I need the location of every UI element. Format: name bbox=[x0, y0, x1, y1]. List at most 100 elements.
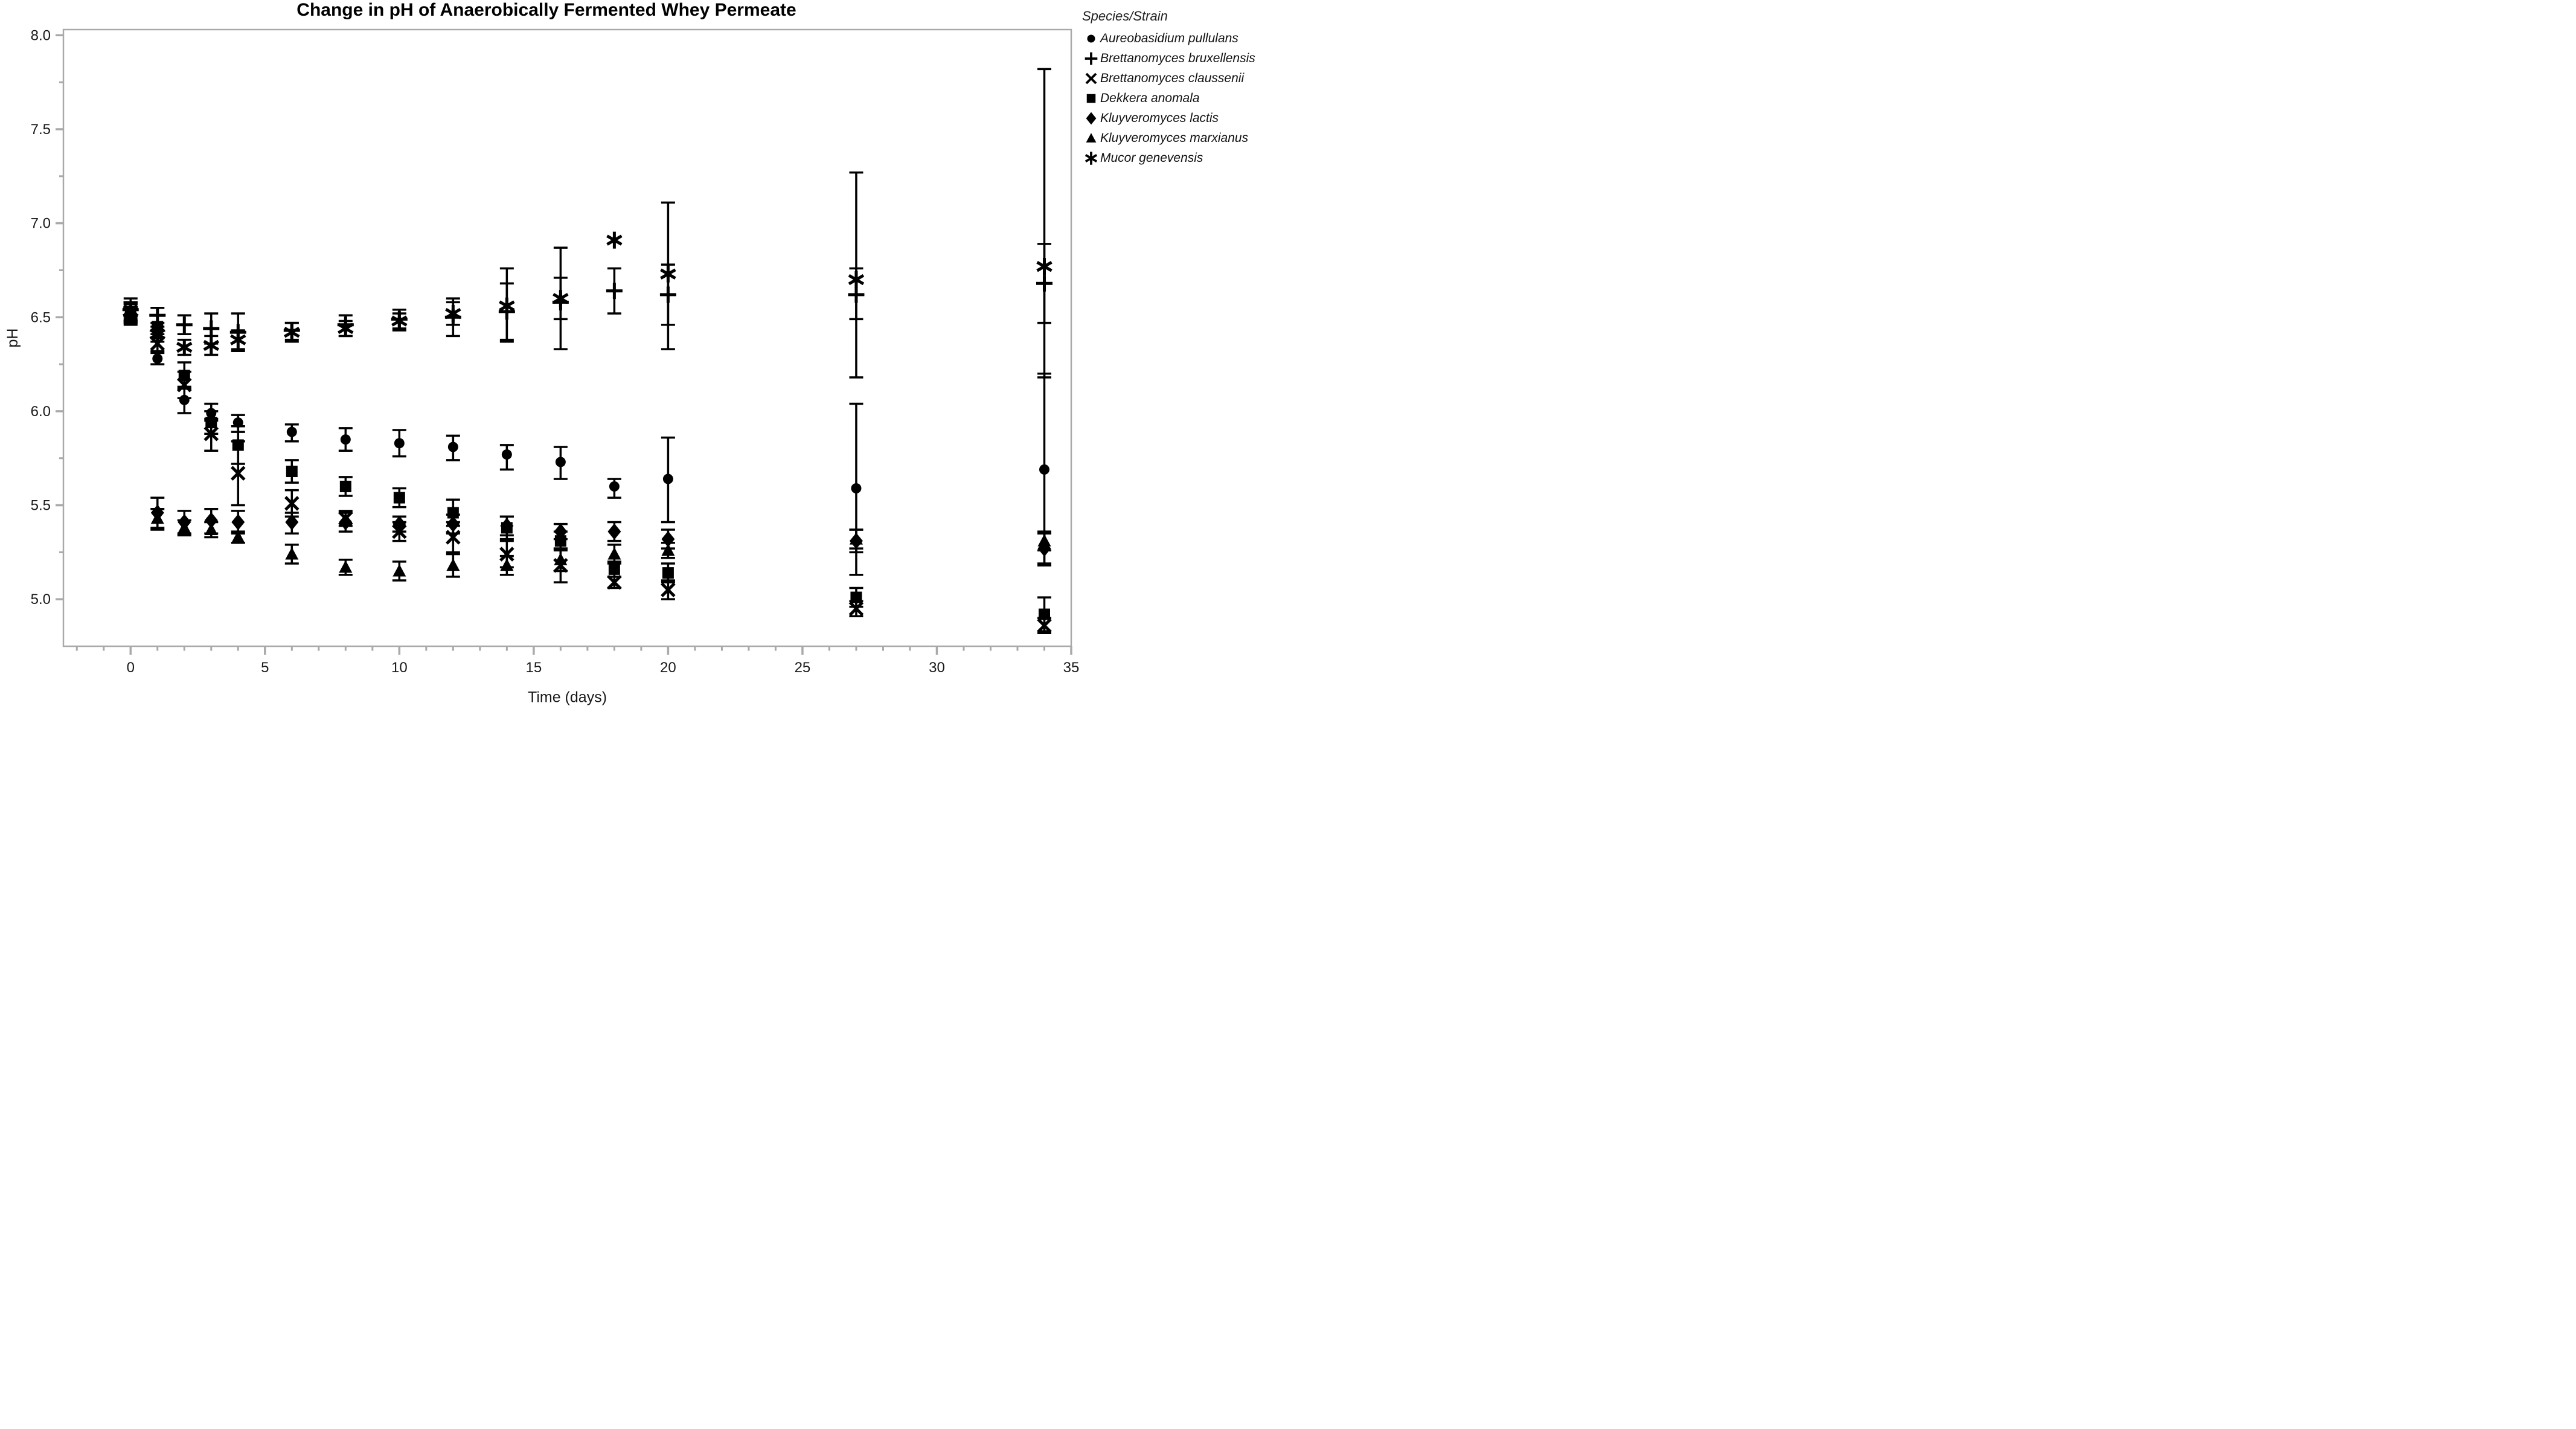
legend-label: Dekkera anomala bbox=[1100, 91, 1200, 105]
y-tick-label: 7.5 bbox=[31, 121, 51, 138]
triangle-marker bbox=[231, 530, 245, 543]
x-marker bbox=[284, 496, 300, 511]
square-marker bbox=[232, 439, 244, 451]
x-tick-label: 20 bbox=[660, 660, 676, 676]
series-x bbox=[123, 301, 1052, 634]
plus-marker bbox=[176, 316, 193, 333]
legend-label: Kluyveromyces lactis bbox=[1100, 111, 1219, 125]
chart-title: Change in pH of Anaerobically Fermented … bbox=[296, 0, 796, 20]
plus-marker-icon bbox=[1082, 50, 1100, 67]
legend-item: Brettanomyces bruxellensis bbox=[1082, 50, 1281, 67]
chart-legend: Species/Strain Aureobasidium pullulans B… bbox=[1082, 8, 1281, 170]
diamond-marker bbox=[607, 523, 621, 540]
triangle-marker bbox=[339, 560, 353, 573]
diamond-marker bbox=[1086, 112, 1097, 125]
triangle-marker bbox=[285, 547, 299, 560]
circle-marker bbox=[340, 434, 351, 445]
legend-item: Kluyveromyces lactis bbox=[1082, 110, 1281, 127]
circle-marker bbox=[501, 449, 512, 460]
legend-label: Aureobasidium pullulans bbox=[1100, 31, 1238, 45]
triangle-marker bbox=[607, 547, 621, 560]
legend-item: Dekkera anomala bbox=[1082, 90, 1281, 107]
asterisk-marker bbox=[606, 231, 623, 249]
diamond-marker bbox=[204, 512, 218, 528]
series-square bbox=[123, 301, 1051, 632]
diamond-marker bbox=[231, 514, 245, 531]
legend-label: Kluyveromyces marxianus bbox=[1100, 131, 1249, 145]
asterisk-marker-icon bbox=[1082, 150, 1100, 167]
asterisk-marker bbox=[149, 326, 166, 343]
square-marker bbox=[662, 567, 674, 579]
circle-marker bbox=[152, 353, 163, 364]
asterisk-marker bbox=[230, 331, 246, 348]
circle-marker bbox=[1087, 34, 1095, 43]
x-tick-label: 15 bbox=[526, 660, 542, 676]
asterisk-marker bbox=[499, 297, 515, 315]
plus-marker bbox=[203, 320, 220, 337]
ph-scatter-chart: 5.0 5.5 6.0 6.5 7.0 7.5 8.0 0 5 10 15 20 25 30 35 Chang… bbox=[4, 0, 1080, 706]
triangle-marker bbox=[178, 521, 191, 533]
square-marker-icon bbox=[1082, 90, 1100, 107]
square-marker bbox=[205, 417, 217, 429]
x-tick-label: 35 bbox=[1063, 660, 1080, 676]
circle-marker bbox=[609, 481, 620, 492]
asterisk-marker bbox=[445, 305, 461, 323]
circle-marker bbox=[1039, 464, 1049, 475]
plus-marker bbox=[1085, 52, 1098, 65]
x-marker-icon bbox=[1082, 70, 1100, 87]
x-tick-label: 25 bbox=[795, 660, 811, 676]
asterisk-marker bbox=[1036, 258, 1053, 275]
circle-marker bbox=[662, 474, 673, 484]
diamond-marker bbox=[500, 518, 514, 535]
triangle-marker bbox=[554, 553, 568, 565]
square-marker bbox=[178, 370, 190, 382]
plot-border bbox=[62, 28, 1072, 647]
asterisk-marker bbox=[284, 324, 300, 341]
asterisk-marker bbox=[391, 312, 408, 330]
square-marker bbox=[850, 591, 862, 603]
diamond-marker bbox=[446, 516, 460, 533]
triangle-marker bbox=[1037, 534, 1051, 547]
diamond-marker bbox=[285, 514, 299, 531]
y-tick-label: 6.0 bbox=[31, 403, 51, 420]
triangle-marker bbox=[150, 511, 164, 524]
square-marker bbox=[1038, 608, 1050, 620]
x-tick-label: 0 bbox=[127, 660, 135, 676]
legend-item: Kluyveromyces marxianus bbox=[1082, 130, 1281, 147]
asterisk-marker bbox=[553, 290, 569, 307]
x-marker bbox=[661, 582, 676, 597]
triangle-marker bbox=[661, 543, 675, 556]
triangle-marker bbox=[446, 558, 460, 571]
series-circle bbox=[123, 301, 1051, 576]
x-marker bbox=[150, 336, 165, 352]
triangle-marker bbox=[1086, 133, 1097, 143]
circle-marker bbox=[555, 457, 566, 467]
x-tick-label: 5 bbox=[261, 660, 269, 676]
plus-marker bbox=[606, 283, 623, 300]
asterisk-marker bbox=[123, 303, 139, 320]
x-marker bbox=[499, 547, 514, 562]
figure: 5.0 5.5 6.0 6.5 7.0 7.5 8.0 0 5 10 15 20 25 30 35 Chang… bbox=[0, 0, 1288, 714]
x-tick-label: 30 bbox=[929, 660, 945, 676]
x-axis-label: Time (days) bbox=[528, 689, 607, 706]
asterisk-marker bbox=[660, 265, 676, 283]
asterisk-marker bbox=[203, 336, 220, 354]
diamond-marker bbox=[554, 523, 568, 540]
square-marker bbox=[393, 492, 405, 504]
x-marker bbox=[1085, 72, 1097, 85]
triangle-marker bbox=[204, 522, 218, 536]
x-marker bbox=[231, 466, 246, 481]
diamond-marker bbox=[392, 516, 406, 533]
x-marker bbox=[848, 601, 864, 617]
legend-label: Mucor genevensis bbox=[1100, 151, 1203, 165]
x-tick-label: 10 bbox=[391, 660, 408, 676]
diamond-marker-icon bbox=[1082, 110, 1100, 127]
asterisk-marker bbox=[1085, 152, 1098, 165]
square-marker bbox=[1086, 94, 1096, 103]
y-tick-label: 8.0 bbox=[31, 27, 51, 43]
legend-title: Species/Strain bbox=[1082, 8, 1168, 24]
circle-marker bbox=[851, 483, 862, 494]
series-asterisk bbox=[123, 68, 1053, 379]
circle-marker-icon bbox=[1082, 30, 1100, 47]
circle-marker bbox=[447, 442, 458, 452]
